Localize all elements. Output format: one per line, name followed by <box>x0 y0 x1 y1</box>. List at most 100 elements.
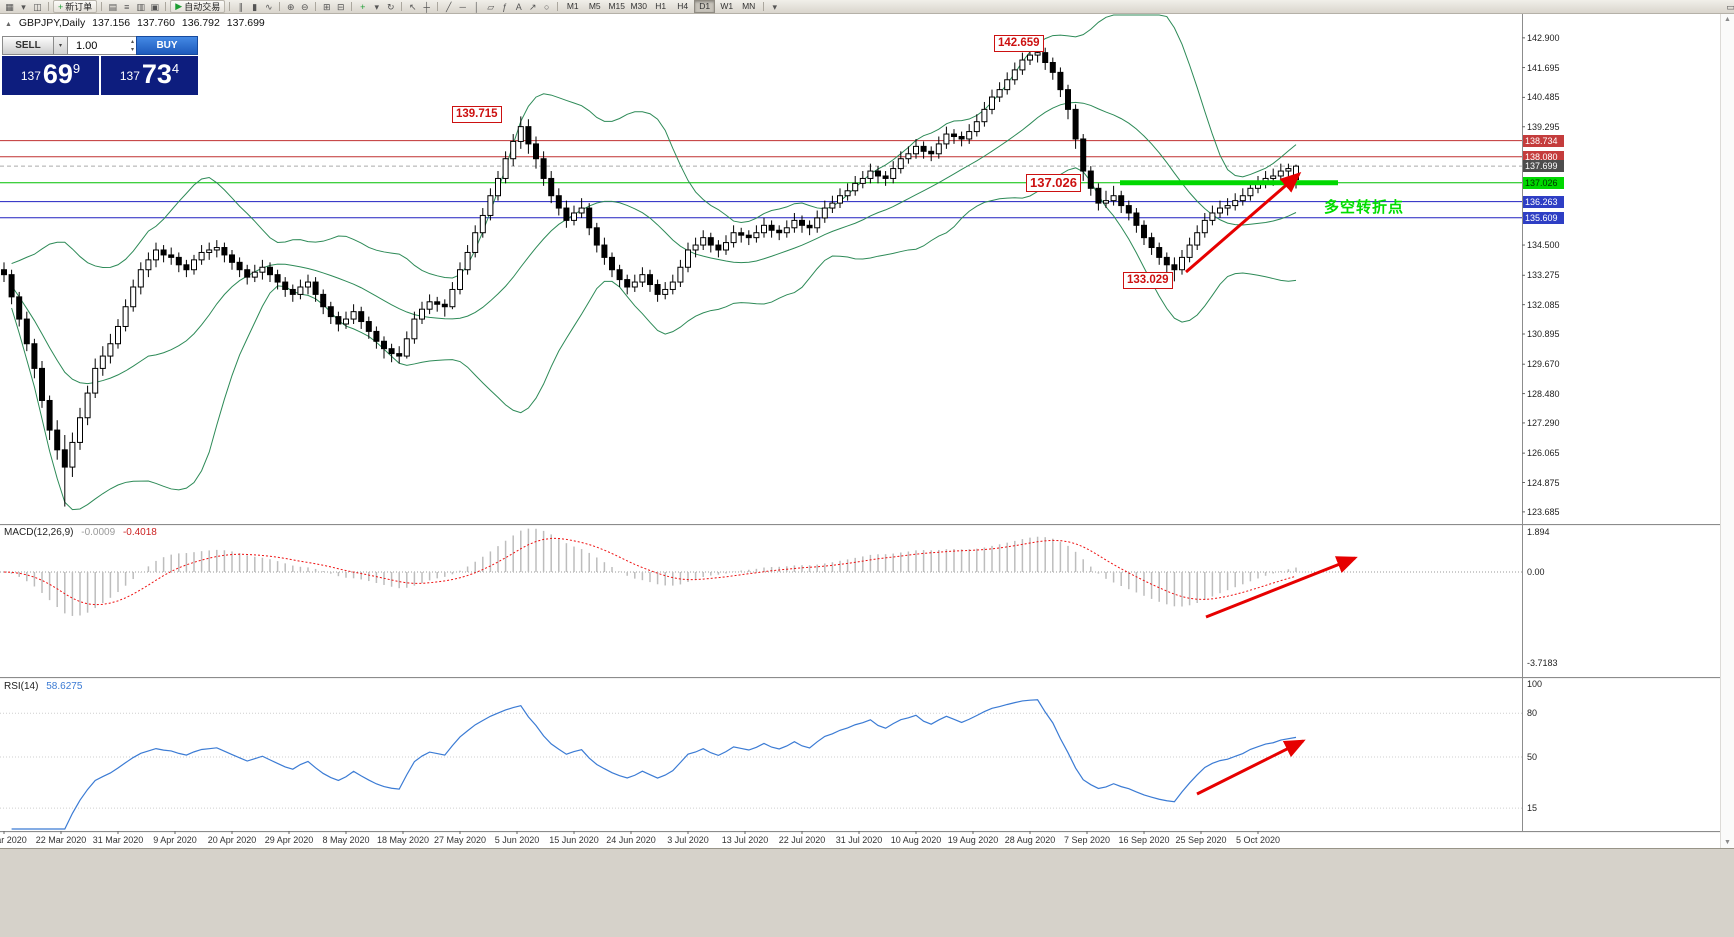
date-axis-label: 20 Apr 2020 <box>207 835 257 845</box>
add-indicator-icon[interactable]: + <box>360 1 366 12</box>
turning-point-label: 多空转折点 <box>1324 199 1405 216</box>
crosshair-icon[interactable]: ┼ <box>423 1 430 12</box>
volume-field[interactable]: 1.00 ▴ ▾ <box>68 36 136 55</box>
window-restore-icon[interactable]: ▭ <box>1726 1 1734 12</box>
price-annotation-137026: 137.026 <box>1026 174 1081 192</box>
text-label-icon[interactable]: A <box>515 1 522 12</box>
price-axis-label: 123.685 <box>1527 506 1560 517</box>
timeframe-mn[interactable]: MN <box>742 1 756 11</box>
cascade-windows-icon[interactable]: ⊟ <box>336 1 345 12</box>
macd-axis-label: 0.00 <box>1527 567 1545 577</box>
fibonacci-icon[interactable]: ƒ <box>502 1 508 12</box>
indicators-dropdown-icon[interactable]: ▾ <box>374 1 379 12</box>
toolbar-separator <box>101 2 103 11</box>
price-axis-label: 141.695 <box>1527 62 1560 73</box>
timeframe-w1[interactable]: W1 <box>720 1 734 11</box>
price-axis-tag: 138.734 <box>1523 134 1564 147</box>
toolbar-separator <box>315 2 317 11</box>
price-axis-tag: 138.080 <box>1523 150 1564 163</box>
vertical-scrollbar[interactable]: ▲ ▼ <box>1720 14 1734 848</box>
bar-chart-icon[interactable]: ∥ <box>238 1 243 12</box>
timeframe-m15[interactable]: M15 <box>608 1 625 11</box>
date-axis-label: 5 Oct 2020 <box>1235 835 1281 845</box>
one-click-trading-panel: SELL ▾ 1.00 ▴ ▾ BUY 137 69 9 137 73 4 <box>2 36 198 95</box>
sell-button[interactable]: SELL <box>2 36 54 55</box>
sell-price-display[interactable]: 137 69 9 <box>2 56 99 95</box>
macd-axis-label: 1.894 <box>1527 527 1550 537</box>
chart-canvas[interactable] <box>0 15 1522 831</box>
date-axis-label: 27 May 2020 <box>433 835 487 845</box>
terminal-icon[interactable]: ▣ <box>150 1 160 12</box>
volume-increase-icon[interactable]: ▴ <box>130 39 134 45</box>
scroll-up-icon[interactable]: ▲ <box>1724 16 1731 23</box>
line-chart-icon[interactable]: ∿ <box>264 1 273 12</box>
price-axis-label: 126.065 <box>1527 448 1560 459</box>
macd-label: MACD(12,26,9) <box>4 527 74 538</box>
sell-price-fraction: 9 <box>72 61 81 76</box>
rsi-axis-label: 15 <box>1527 803 1538 814</box>
buy-price-display[interactable]: 137 73 4 <box>101 56 198 95</box>
rsi-axis-label: 80 <box>1527 708 1538 719</box>
profiles-icon[interactable]: ◫ <box>33 1 42 12</box>
toolbar-separator <box>279 2 281 11</box>
date-axis-label: 16 Sep 2020 <box>1118 835 1170 845</box>
price-axis-tag: 137.026 <box>1523 176 1564 189</box>
shapes-icon[interactable]: ○ <box>544 1 550 12</box>
channel-icon[interactable]: ▱ <box>487 1 495 12</box>
zoom-out-icon[interactable]: ⊖ <box>300 1 309 12</box>
candlestick-chart-icon[interactable]: ▮ <box>252 1 258 12</box>
buy-button[interactable]: BUY <box>136 36 198 55</box>
timeframe-d1[interactable]: D1 <box>694 0 716 13</box>
timeframe-m5[interactable]: M5 <box>588 1 601 11</box>
date-axis-label: 10 Aug 2020 <box>890 835 942 845</box>
volume-decrease-icon[interactable]: ▾ <box>130 47 134 53</box>
cursor-icon[interactable]: ↖ <box>408 1 417 12</box>
sell-dropdown-icon[interactable]: ▾ <box>54 36 68 55</box>
new-order-button-label: 新订单 <box>65 2 93 12</box>
date-axis-label: 2 Mar 2020 <box>0 835 27 845</box>
toolbar-separator <box>401 2 403 11</box>
more-tools-icon[interactable]: ▾ <box>772 1 777 12</box>
refresh-icon[interactable]: ↻ <box>386 1 395 12</box>
ohlc-close: 137.699 <box>226 17 265 29</box>
navigator-icon[interactable]: ▥ <box>136 1 146 12</box>
toolbar-separator <box>48 2 49 11</box>
scroll-down-icon[interactable]: ▼ <box>1724 839 1731 846</box>
trendline-icon[interactable]: ╱ <box>446 1 452 12</box>
timeframe-h4[interactable]: H4 <box>677 1 689 11</box>
price-axis-label: 140.485 <box>1527 92 1560 103</box>
symbol-name: GBPJPY,Daily <box>18 17 86 29</box>
price-axis-label: 129.670 <box>1527 359 1560 370</box>
vertical-line-icon[interactable]: │ <box>473 1 480 12</box>
toolbar-separator <box>557 2 559 11</box>
horizontal-line-icon[interactable]: ─ <box>459 1 466 12</box>
tile-windows-icon[interactable]: ⊞ <box>322 1 331 12</box>
rsi-value: 58.6275 <box>46 681 83 692</box>
sell-price-prefix: 137 <box>20 69 41 83</box>
date-axis-label: 31 Jul 2020 <box>835 835 883 845</box>
data-window-icon[interactable]: ≡ <box>124 1 130 12</box>
market-watch-icon[interactable]: ▤ <box>108 1 118 12</box>
arrow-tool-icon[interactable]: ↗ <box>528 1 537 12</box>
date-axis-label: 19 Aug 2020 <box>947 835 999 845</box>
auto-trading-button[interactable]: ▶ 自动交易 <box>170 0 226 13</box>
auto-trading-button-icon: ▶ <box>175 1 183 11</box>
chart-ohlc-header: ▲ GBPJPY,Daily 137.156 137.760 136.792 1… <box>5 17 269 29</box>
date-axis-label: 22 Mar 2020 <box>35 835 87 845</box>
date-axis-label: 31 Mar 2020 <box>92 835 144 845</box>
date-axis-label: 15 Jun 2020 <box>549 835 599 845</box>
timeframe-m30[interactable]: M30 <box>630 1 647 11</box>
zoom-in-icon[interactable]: ⊕ <box>286 1 295 12</box>
price-annotation-133029: 133.029 <box>1123 272 1173 289</box>
new-order-button[interactable]: + 新订单 <box>53 0 98 13</box>
volume-spinner: ▴ ▾ <box>131 38 134 54</box>
toolbar-separator <box>437 2 439 11</box>
timeframe-h1[interactable]: H1 <box>655 1 667 11</box>
ohlc-high: 137.760 <box>137 17 175 29</box>
price-axis-label: 133.275 <box>1527 270 1560 281</box>
new-chart-icon[interactable]: ▦ <box>5 1 14 12</box>
date-axis-label: 13 Jul 2020 <box>721 835 769 845</box>
chart-list-dropdown-icon[interactable]: ▾ <box>21 1 26 12</box>
timeframe-m1[interactable]: M1 <box>566 1 579 11</box>
price-axis-label: 127.290 <box>1527 417 1560 428</box>
